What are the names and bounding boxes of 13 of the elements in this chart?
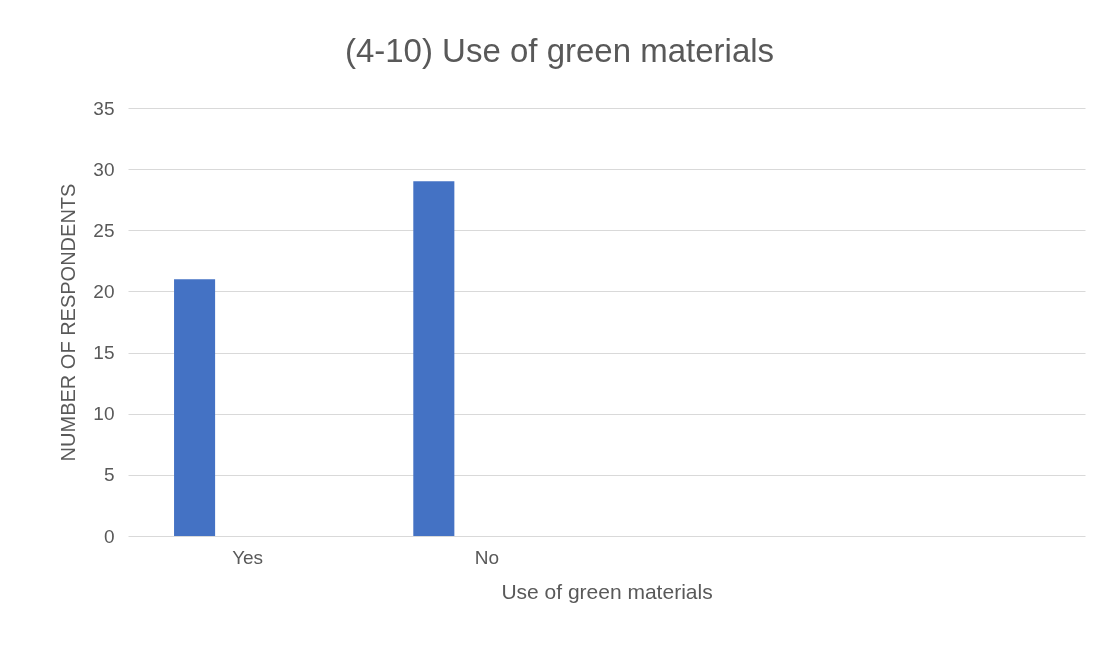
x-tick-label: Yes	[232, 546, 264, 568]
y-tick-label: 30	[93, 158, 115, 180]
y-tick-label: 5	[103, 464, 115, 486]
y-tick-label: 25	[93, 219, 115, 241]
x-axis-title: Use of green materials	[501, 579, 713, 603]
y-axis-title: NUMBER OF RESPONDENTS	[57, 183, 80, 462]
y-tick-label: 10	[93, 403, 115, 425]
y-tick-label: 20	[93, 280, 115, 302]
y-tick-label: 0	[103, 525, 115, 547]
x-tick-label: No	[474, 546, 500, 568]
y-tick-label: 15	[93, 342, 115, 364]
chart-title: (4-10) Use of green materials	[344, 32, 775, 69]
y-tick-label: 35	[93, 97, 115, 119]
